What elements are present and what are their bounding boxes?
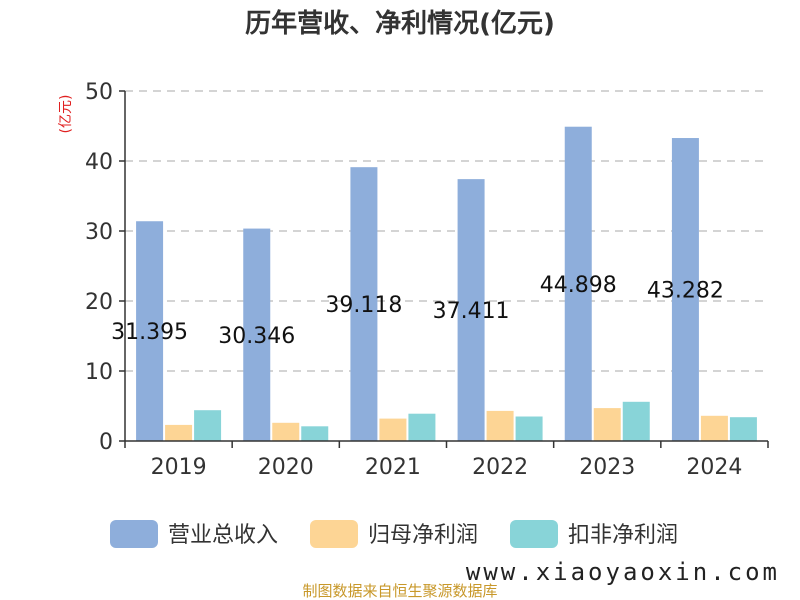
x-tick-label: 2022 [472,455,528,480]
bar [564,126,592,442]
y-tick-label: 0 [99,430,113,455]
bars [136,126,757,442]
grid-lines [125,90,768,372]
legend-swatch [310,520,358,548]
x-tick-label: 2021 [365,455,421,480]
source-note: 制图数据来自恒生聚源数据库 [302,582,497,600]
bar [486,410,514,441]
legend: 营业总收入 归母净利润 扣非净利润 [110,520,678,548]
x-tick-label: 2023 [579,455,635,480]
watermark: www.xiaoyaoxin.com [466,558,780,586]
x-tick-label: 2019 [151,455,207,480]
bar [700,415,728,441]
bar [272,422,300,441]
legend-label: 归母净利润 [368,523,478,548]
bar [243,228,271,441]
bar [165,424,193,441]
bar [457,179,485,442]
bar [350,167,378,441]
bar [729,417,757,441]
x-tick-label: 2020 [258,455,314,480]
legend-swatch [110,520,158,548]
bar [671,138,699,441]
bar [622,401,650,441]
bar [136,221,164,441]
chart-title: 历年营收、净利情况(亿元) [245,8,555,39]
data-label: 44.898 [540,273,617,298]
legend-swatch [510,520,558,548]
y-axis-label: (亿元) [58,95,74,134]
data-labels: 31.395 30.346 39.118 37.411 44.898 43.282 [111,273,724,349]
data-label: 30.346 [218,324,295,349]
y-tick-label: 30 [85,220,113,245]
axes: 0 10 20 30 40 50 2019 2020 2021 2022 2023 2024 [85,80,769,480]
bar [301,426,329,441]
bar [515,416,543,441]
data-label: 43.282 [647,279,724,304]
y-tick-label: 10 [85,360,113,385]
y-tick-label: 50 [85,80,113,105]
bar [379,418,407,441]
data-label: 39.118 [325,293,402,318]
x-tick-label: 2024 [686,455,742,480]
data-label: 37.411 [433,299,510,324]
y-tick-label: 20 [85,290,113,315]
data-label: 31.395 [111,320,188,345]
bar [194,410,222,441]
bar [593,408,621,441]
legend-label: 扣非净利润 [568,523,678,548]
bar [408,413,436,441]
y-tick-label: 40 [85,150,113,175]
legend-label: 营业总收入 [168,523,278,548]
